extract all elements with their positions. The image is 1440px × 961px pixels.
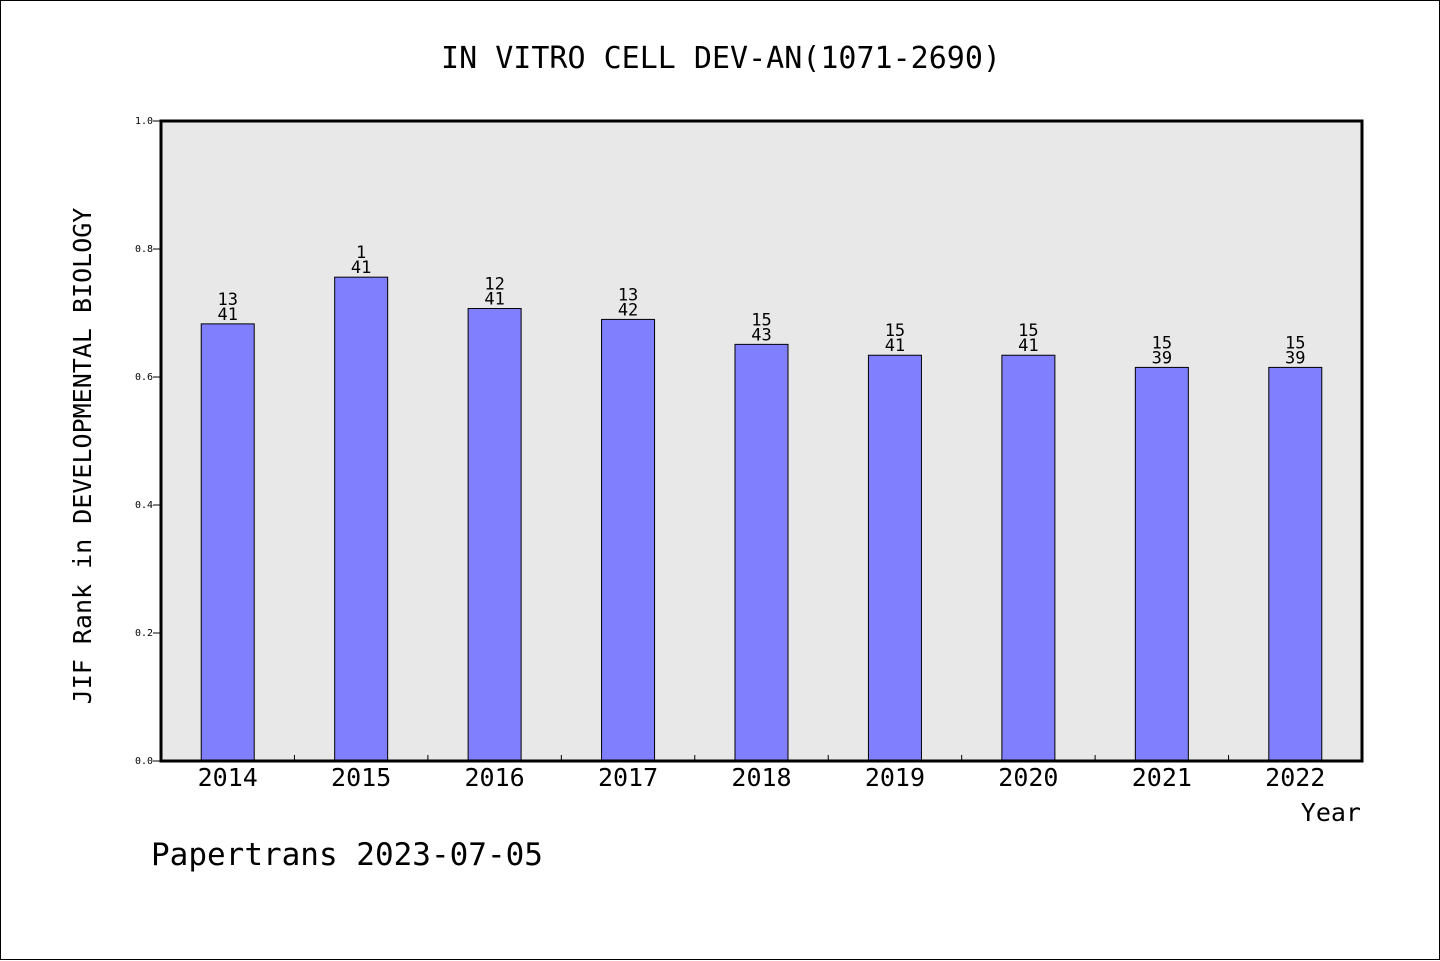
x-tick-label: 2015 [331,763,391,792]
y-tick-label: 0.4 [135,500,153,511]
x-axis-label: Year [1301,798,1361,827]
x-axis: 2014 2015 2016 2017 2018 2019 2020 2021 2022 [198,755,1325,792]
bar [734,343,789,762]
bar-rank-label: 13 [618,285,638,305]
y-tick-label: 0.0 [135,756,153,767]
x-tick-label: 2016 [465,763,525,792]
bar [1134,366,1189,762]
x-tick-label: 2019 [865,763,925,792]
bar [334,276,389,762]
y-tick-label: 0.8 [135,244,153,255]
x-tick-label: 2020 [998,763,1058,792]
bar [467,308,522,762]
y-tick-label: 0.6 [135,372,153,383]
bar-rank-label: 1 [356,243,366,263]
bar [867,354,922,762]
y-tick-label: 1.0 [135,116,153,127]
bar-total-label: 41 [885,336,905,356]
plot-border [159,119,1364,763]
bar-total-label: 42 [618,300,638,320]
bar-rank-label: 15 [751,310,771,330]
x-tick-label: 2021 [1132,763,1192,792]
bar-rank-label: 15 [1285,333,1305,353]
bar [200,323,255,762]
x-tick-label: 2014 [198,763,258,792]
footer-watermark: Papertrans 2023-07-05 [151,837,543,873]
bar-rank-label: 15 [1018,321,1038,341]
x-tick-label: 2018 [731,763,791,792]
bar-rank-label: 15 [885,321,905,341]
bar [601,318,656,762]
bar-total-label: 41 [484,290,504,310]
bar-total-label: 41 [351,258,371,278]
x-tick-label: 2022 [1265,763,1325,792]
bar [1268,366,1323,762]
bar-rank-label: 12 [484,275,504,295]
bar-total-label: 41 [1018,336,1038,356]
chart-title: IN VITRO CELL DEV-AN(1071-2690) [441,41,1001,76]
y-axis-label: JIF Rank in DEVELOPMENTAL BIOLOGY [68,208,97,705]
x-tick-label: 2017 [598,763,658,792]
bar-total-label: 39 [1152,348,1172,368]
bar [1001,354,1056,762]
bar-total-label: 39 [1285,348,1305,368]
y-tick-label: 0.2 [135,628,153,639]
bar-total-label: 43 [751,325,771,345]
bar-total-label: 41 [217,305,237,325]
bar-rank-label: 13 [217,290,237,310]
bar-rank-label: 15 [1152,333,1172,353]
y-axis: 0.0 0.2 0.4 0.6 0.8 1.0 [135,116,161,767]
